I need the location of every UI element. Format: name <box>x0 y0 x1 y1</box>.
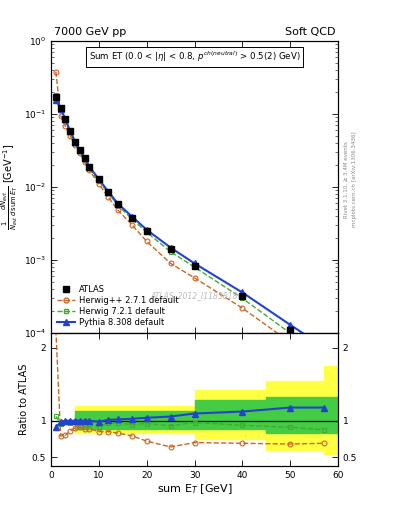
Text: 7000 GeV pp: 7000 GeV pp <box>54 27 126 36</box>
Text: Rivet 3.1.10, ≥ 3.4M events: Rivet 3.1.10, ≥ 3.4M events <box>344 141 349 218</box>
Y-axis label: $\frac{1}{N_{evt}}\frac{dN_{evt}}{d\,\mathrm{sum}\,E_T}$ [GeV$^{-1}$]: $\frac{1}{N_{evt}}\frac{dN_{evt}}{d\,\ma… <box>0 144 20 230</box>
X-axis label: sum E$_T$ [GeV]: sum E$_T$ [GeV] <box>157 482 232 496</box>
Text: Sum ET (0.0 < |$\eta$| < 0.8, $p^{ch(neutral)}$ > 0.5(2) GeV): Sum ET (0.0 < |$\eta$| < 0.8, $p^{ch(neu… <box>89 50 300 64</box>
Y-axis label: Ratio to ATLAS: Ratio to ATLAS <box>19 364 29 435</box>
Legend: ATLAS, Herwig++ 2.7.1 default, Herwig 7.2.1 default, Pythia 8.308 default: ATLAS, Herwig++ 2.7.1 default, Herwig 7.… <box>55 283 180 329</box>
Text: mcplots.cern.ch [arXiv:1306.3436]: mcplots.cern.ch [arXiv:1306.3436] <box>352 132 357 227</box>
Text: Soft QCD: Soft QCD <box>285 27 335 36</box>
Text: ATLAS_2012_I1183818: ATLAS_2012_I1183818 <box>151 291 238 300</box>
